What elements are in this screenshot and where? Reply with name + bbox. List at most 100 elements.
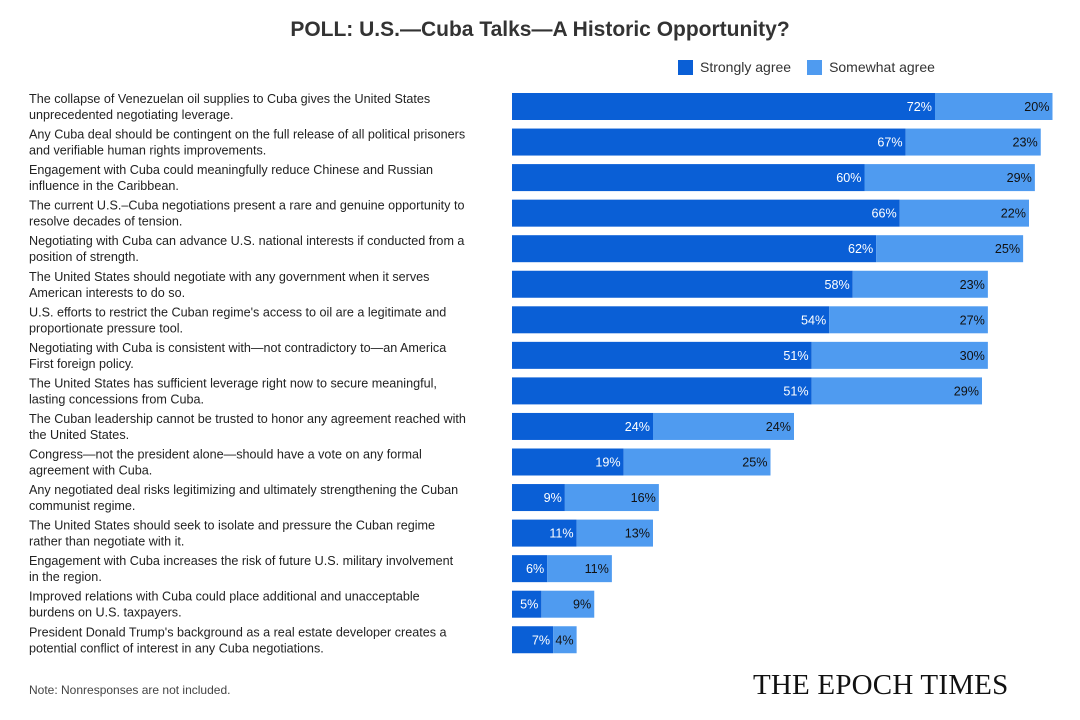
data-label: 27% [960, 313, 985, 327]
category-label: Engagement with Cuba could meaningfully … [29, 163, 433, 177]
legend-label-somewhat: Somewhat agree [829, 59, 935, 75]
category-label: The current U.S.–Cuba negotiations prese… [29, 199, 464, 213]
category-label: agreement with Cuba. [29, 464, 152, 478]
category-label: Negotiating with Cuba can advance U.S. n… [29, 234, 464, 248]
data-label: 62% [848, 242, 873, 256]
bar-strongly-agree [512, 555, 548, 583]
bar-somewhat-agree [653, 412, 794, 440]
category-label: burdens on U.S. taxpayers. [29, 606, 182, 620]
category-label: communist regime. [29, 499, 135, 513]
bar-somewhat-agree [811, 341, 988, 369]
bar-somewhat-agree [553, 626, 577, 654]
category-label: Engagement with Cuba increases the risk … [29, 554, 454, 568]
legend-swatch-strongly [678, 59, 693, 75]
bar-strongly-agree [512, 626, 554, 654]
bar-strongly-agree [512, 377, 812, 405]
logo: THE EPOCH TIMES [753, 669, 1009, 701]
legend: Strongly agree Somewhat agree [678, 59, 951, 75]
legend-label-strongly: Strongly agree [700, 59, 792, 75]
category-label: Negotiating with Cuba is consistent with… [29, 341, 446, 355]
category-label: First foreign policy. [29, 357, 134, 371]
data-label: 13% [625, 527, 650, 541]
category-label: Congress—not the president alone—should … [29, 448, 422, 462]
bar-strongly-agree [512, 412, 653, 440]
data-label: 19% [595, 456, 620, 470]
category-label: Any negotiated deal risks legitimizing a… [29, 483, 458, 497]
data-label: 29% [954, 384, 979, 398]
bar-strongly-agree [512, 484, 565, 512]
category-label: The United States should seek to isolate… [29, 519, 435, 533]
data-label: 5% [520, 598, 538, 612]
bar-somewhat-agree [899, 199, 1029, 227]
bar-strongly-agree [512, 590, 542, 618]
category-label: proportionate pressure tool. [29, 321, 183, 335]
data-label: 51% [783, 349, 808, 363]
data-label: 24% [625, 420, 650, 434]
bar-strongly-agree [512, 164, 865, 192]
bar-somewhat-agree [811, 377, 982, 405]
category-label: potential conflict of interest in any Cu… [29, 641, 324, 655]
data-label: 25% [742, 456, 767, 470]
data-label: 16% [631, 491, 656, 505]
bar-somewhat-agree [564, 484, 659, 512]
data-label: 6% [526, 562, 544, 576]
data-label: 4% [555, 633, 573, 647]
category-label: Improved relations with Cuba could place… [29, 590, 420, 604]
bar-somewhat-agree [852, 270, 988, 298]
category-label: position of strength. [29, 250, 139, 264]
category-label: in the region. [29, 570, 102, 584]
bar-somewhat-agree [541, 590, 595, 618]
data-label: 11% [585, 562, 609, 576]
data-label: 25% [995, 242, 1020, 256]
data-label: 51% [783, 384, 808, 398]
data-label: 20% [1024, 100, 1049, 114]
data-label: 23% [960, 278, 985, 292]
bar-strongly-agree [512, 235, 877, 263]
legend-swatch-somewhat [807, 59, 823, 75]
category-label: The Cuban leadership cannot be trusted t… [29, 412, 466, 426]
bar-somewhat-agree [935, 93, 1053, 120]
bar-strongly-agree [512, 519, 577, 547]
bar-strongly-agree [512, 270, 853, 298]
data-label: 7% [532, 633, 550, 647]
category-label: and verifiable human rights improvements… [29, 144, 266, 158]
data-label: 9% [573, 598, 591, 612]
bar-somewhat-agree [547, 555, 612, 583]
category-label: resolve decades of tension. [29, 215, 182, 229]
bar-strongly-agree [512, 128, 906, 156]
bar-strongly-agree [512, 199, 900, 227]
bar-somewhat-agree [905, 128, 1041, 156]
data-label: 54% [801, 313, 826, 327]
data-label: 24% [766, 420, 791, 434]
data-label: 30% [960, 349, 985, 363]
data-label: 22% [1001, 207, 1026, 221]
category-label: The United States has sufficient leverag… [29, 376, 437, 390]
bar-strongly-agree [512, 448, 624, 476]
category-label: U.S. efforts to restrict the Cuban regim… [29, 305, 446, 319]
category-label: lasting concessions from Cuba. [29, 392, 204, 406]
bar-strongly-agree [512, 93, 935, 120]
chart-title: POLL: U.S.—Cuba Talks—A Historic Opportu… [290, 18, 790, 41]
data-label: 29% [1007, 171, 1032, 185]
bar-somewhat-agree [829, 306, 988, 334]
bar-strongly-agree [512, 306, 830, 334]
footnote: Note: Nonresponses are not included. [29, 683, 231, 697]
data-label: 60% [836, 171, 861, 185]
bar-somewhat-agree [623, 448, 771, 476]
category-label: the United States. [29, 428, 129, 442]
data-label: 66% [872, 207, 897, 221]
category-label: The collapse of Venezuelan oil supplies … [29, 92, 430, 106]
category-label: American interests to do so. [29, 286, 185, 300]
data-label: 9% [544, 491, 562, 505]
data-label: 23% [1013, 136, 1038, 150]
category-label: The United States should negotiate with … [29, 270, 429, 284]
bar-somewhat-agree [864, 164, 1035, 192]
category-label: President Donald Trump's background as a… [29, 625, 447, 639]
bar-strongly-agree [512, 341, 812, 369]
category-label: influence in the Caribbean. [29, 179, 179, 193]
category-label: Any Cuba deal should be contingent on th… [29, 128, 465, 142]
data-label: 58% [825, 278, 850, 292]
category-label: rather than negotiate with it. [29, 535, 184, 549]
data-label: 11% [549, 527, 573, 541]
